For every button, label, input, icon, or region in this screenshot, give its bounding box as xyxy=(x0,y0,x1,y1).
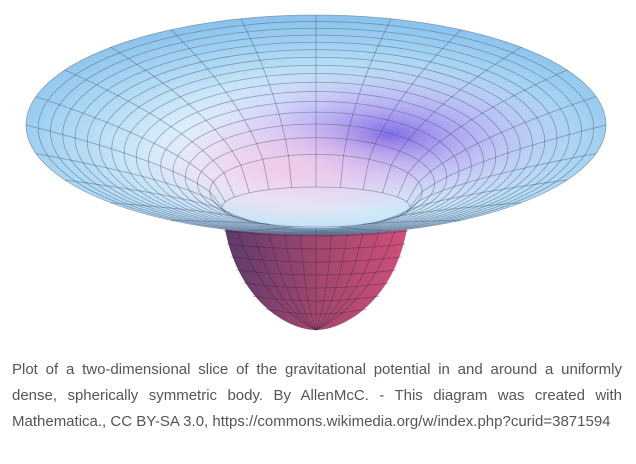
bowl-ring xyxy=(243,282,389,289)
bowl xyxy=(222,205,410,330)
grid-spoke xyxy=(64,179,235,218)
potential-plot xyxy=(25,14,607,331)
grid-spoke xyxy=(110,46,250,194)
grid-spoke xyxy=(35,96,226,203)
grid-spoke xyxy=(397,179,568,218)
grid-spoke xyxy=(35,153,226,213)
grid-ring xyxy=(37,21,595,236)
bowl-ring xyxy=(252,295,380,302)
bowl-ring xyxy=(236,269,396,276)
grid-spoke xyxy=(170,29,270,190)
grid-ring xyxy=(148,91,484,232)
grid-spoke xyxy=(240,225,292,232)
grid-ring xyxy=(209,154,423,229)
grid-ring xyxy=(99,56,533,234)
grid-spoke xyxy=(64,69,235,198)
grid-ring xyxy=(50,27,582,235)
grid-ring xyxy=(74,41,558,235)
grid-ring xyxy=(62,34,570,235)
grid-spoke xyxy=(362,29,462,190)
grid-ring xyxy=(184,123,448,231)
grid-ring xyxy=(25,14,607,236)
grid-ring xyxy=(111,64,521,234)
grid-ring xyxy=(123,73,509,233)
grid-ring xyxy=(135,81,497,233)
bowl-ring xyxy=(265,308,367,315)
grid-spoke xyxy=(25,124,223,208)
grid-spoke xyxy=(382,46,522,194)
grid-spoke xyxy=(406,153,597,213)
grid-spoke xyxy=(406,96,597,203)
funnel-highlight xyxy=(26,15,606,235)
caption: Plot of a two-dimensional slice of the g… xyxy=(12,361,622,430)
grid-spoke xyxy=(409,124,607,208)
grid-spoke xyxy=(240,18,293,188)
grid-spoke xyxy=(170,219,270,225)
bowl-ring xyxy=(226,243,406,250)
grid-spoke xyxy=(110,202,250,222)
grid-spoke xyxy=(339,18,392,188)
grid-ring xyxy=(221,186,411,228)
bowl-ring xyxy=(224,230,408,237)
grid-ring xyxy=(197,137,435,230)
bowl-spoke xyxy=(230,211,317,331)
grid-spoke xyxy=(340,225,392,232)
grid-ring xyxy=(86,49,546,234)
bowl-spoke xyxy=(315,211,402,331)
funnel-grid xyxy=(25,14,607,236)
grid-spoke xyxy=(362,219,462,225)
bowl-ring xyxy=(230,256,402,263)
grid-ring xyxy=(160,101,472,232)
grid-spoke xyxy=(397,69,568,198)
grid-ring xyxy=(172,111,460,231)
grid-spoke xyxy=(382,202,522,222)
